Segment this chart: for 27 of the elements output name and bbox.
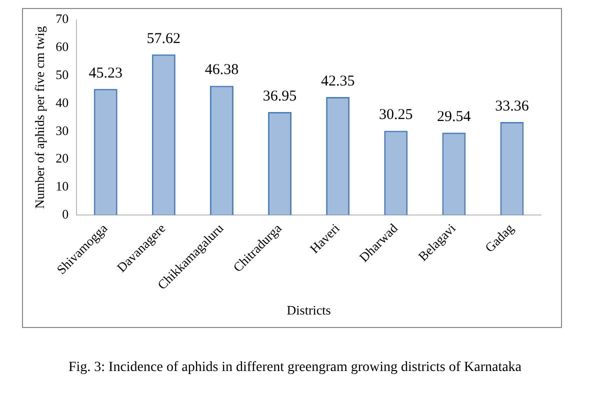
- data-label: 33.36: [495, 98, 530, 114]
- data-label: 29.54: [437, 109, 472, 126]
- data-label: 45.23: [88, 65, 122, 82]
- y-tick-label: 40: [56, 94, 69, 110]
- bar: [94, 88, 118, 216]
- y-tick-label: 50: [56, 67, 69, 82]
- y-tick-label: 60: [56, 39, 69, 54]
- bar: [384, 130, 408, 216]
- bar: [326, 96, 350, 216]
- data-label: 42.35: [320, 73, 355, 90]
- y-tick-label: 0: [62, 206, 69, 222]
- data-label: 30.25: [379, 107, 413, 124]
- bar: [442, 132, 466, 216]
- bar: [268, 112, 292, 216]
- y-axis-title: Number of aphids per five cm twig: [32, 26, 48, 209]
- data-label: 46.38: [204, 62, 239, 78]
- bar: [152, 54, 176, 216]
- data-label: 57.62: [146, 30, 181, 47]
- y-tick-label: 20: [56, 150, 69, 166]
- bar: [500, 122, 524, 216]
- bar: [210, 86, 234, 216]
- y-tick-label: 70: [56, 11, 69, 26]
- x-axis-title: Districts: [286, 302, 331, 318]
- data-label: 36.95: [262, 88, 297, 104]
- y-tick-label: 10: [56, 178, 69, 194]
- caption: Fig. 3: Incidence of aphids in different greengram growing districts of Karnataka: [67, 360, 523, 376]
- y-tick-label: 30: [56, 122, 69, 138]
